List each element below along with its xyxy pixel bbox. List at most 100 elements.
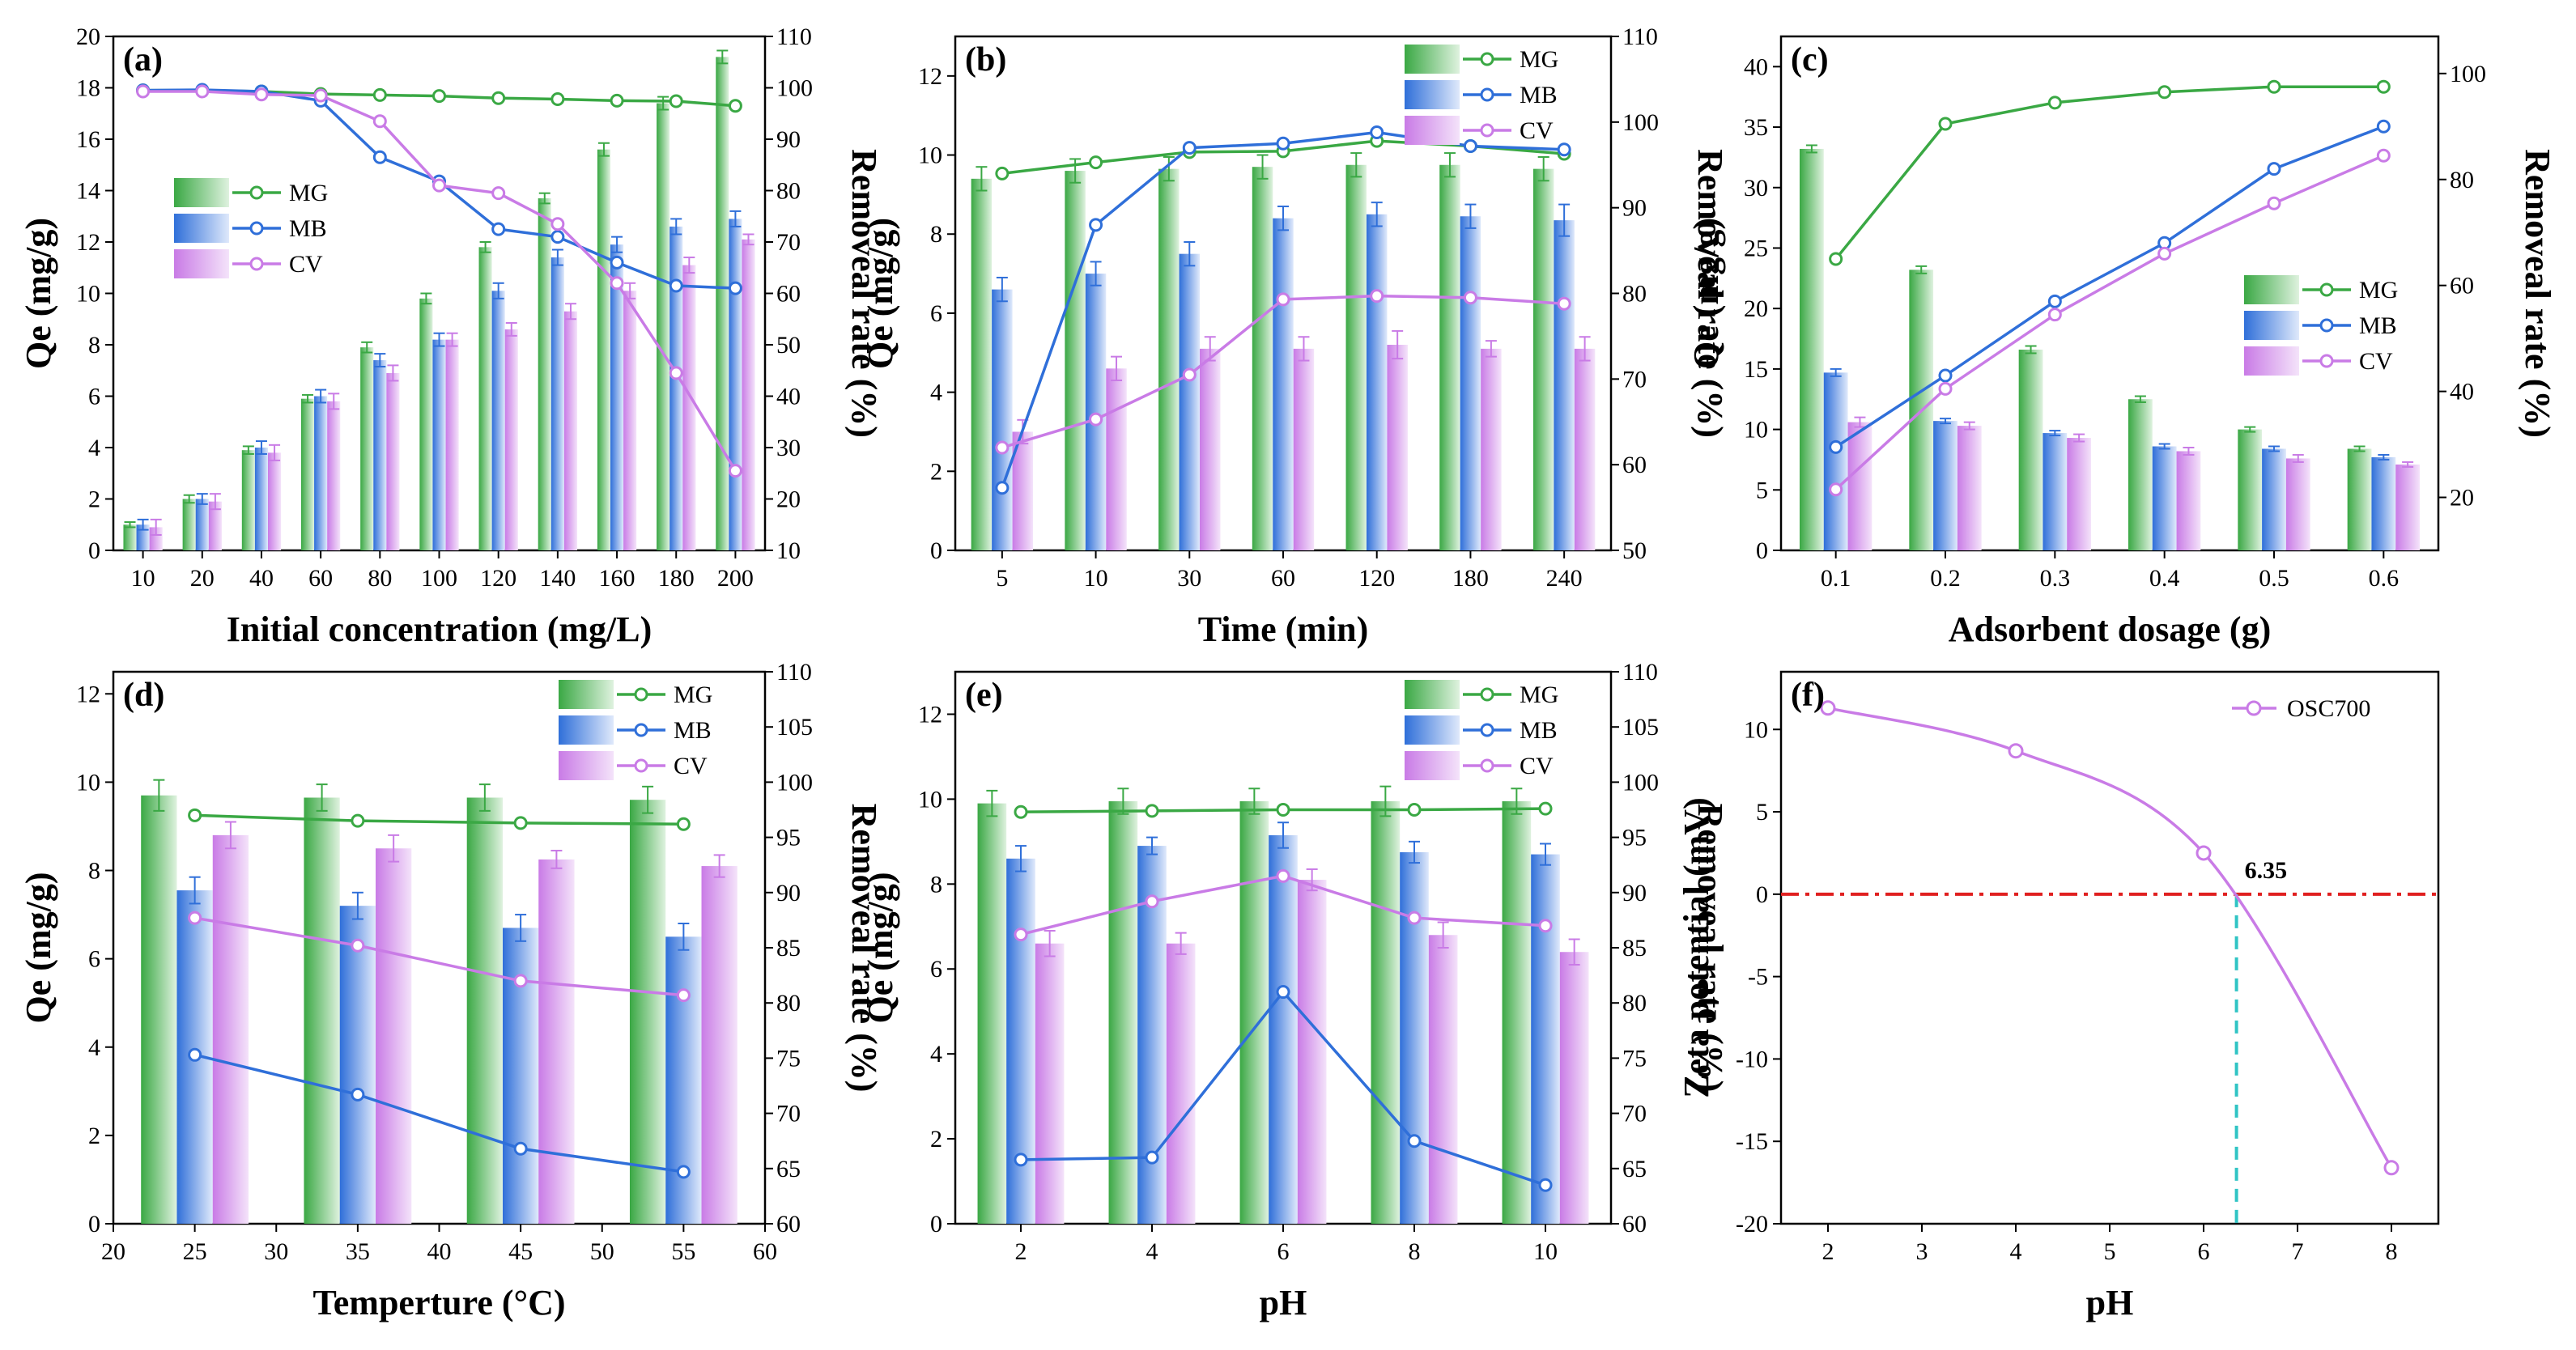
y-tick-label: 0: [930, 1211, 942, 1238]
y-tick-label: 0: [1756, 537, 1768, 564]
x-tick-label: 20: [190, 565, 215, 592]
x-tick-label: 0.6: [2369, 565, 2400, 592]
bar-CV: [1481, 348, 1502, 550]
legend-label: MB: [674, 717, 712, 744]
marker-MB: [1276, 985, 1290, 1000]
bar-MB: [1460, 216, 1481, 550]
y2-tick-label: 75: [1622, 1045, 1647, 1072]
y2-tick-label: 65: [776, 1156, 801, 1182]
legend-swatch-MG: [174, 178, 229, 207]
y2-tick-label: 110: [776, 659, 812, 686]
bar-MB: [1006, 858, 1035, 1224]
marker-MB: [1182, 141, 1197, 155]
y2-tick-label: 40: [2450, 379, 2474, 405]
marker-MG: [728, 99, 742, 113]
y-tick-label: 12: [918, 63, 942, 90]
y2-tick-label: 60: [1622, 452, 1647, 478]
y-tick-label: 40: [1744, 53, 1768, 80]
x-axis-title: pH: [1260, 1283, 1307, 1322]
legend-marker-CV: [1480, 123, 1494, 138]
marker-MG: [188, 808, 202, 822]
bar-MB: [2152, 446, 2177, 550]
marker-CV: [351, 938, 365, 953]
bar-CV: [742, 239, 755, 550]
bar-MG: [977, 803, 1007, 1224]
legend-label: MG: [674, 681, 712, 708]
legend-marker-CV: [1480, 758, 1494, 773]
bar-MB: [665, 936, 702, 1224]
panel-label: (d): [123, 677, 164, 714]
marker-MB: [1370, 125, 1384, 140]
marker-MG: [1829, 252, 1843, 266]
marker-CV: [491, 186, 506, 201]
marker-CV: [676, 988, 691, 1003]
y-axis-title: Qe (mg/g): [861, 872, 900, 1024]
bar-MB: [1366, 214, 1388, 550]
marker-CV: [1938, 381, 1953, 396]
y2-tick-label: 80: [2450, 167, 2474, 193]
y-tick-label: 2: [88, 1123, 100, 1149]
bar-MB: [136, 524, 150, 550]
marker-MB: [1938, 368, 1953, 383]
bar-CV: [682, 265, 696, 550]
bar-CV: [445, 339, 459, 550]
bar-MG: [1800, 148, 1824, 550]
line-MB: [1834, 125, 2384, 448]
y-tick-label: -20: [1736, 1211, 1768, 1238]
marker-MG: [1014, 804, 1028, 819]
bar-MB: [1269, 834, 1298, 1224]
marker-CV: [550, 217, 565, 231]
marker-CV: [254, 87, 269, 102]
x-tick-label: 30: [264, 1238, 288, 1265]
marker-MB: [1407, 1134, 1422, 1148]
marker-MG: [550, 91, 565, 106]
marker-MB: [2376, 119, 2391, 134]
legend-label: CV: [289, 251, 323, 278]
legend-marker-CV: [634, 758, 648, 773]
legend-swatch-MG: [1405, 45, 1460, 74]
y2-tick-label: 100: [2450, 61, 2486, 87]
plot-frame: [1779, 670, 2440, 1225]
y2-tick-label: 100: [776, 75, 813, 102]
legend-label: MG: [2359, 277, 2398, 304]
y-tick-label: 8: [930, 871, 942, 898]
bar-CV: [2285, 458, 2310, 550]
y2-tick-label: 70: [1622, 366, 1647, 393]
x-tick-label: 7: [2292, 1238, 2304, 1265]
y2-tick-label: 20: [776, 486, 801, 513]
y2-axis-title: Removeal rate (%): [1690, 804, 1730, 1093]
bar-MB: [2262, 448, 2286, 550]
marker-MB: [995, 481, 1010, 495]
bar-MG: [2018, 349, 2043, 550]
marker-CV: [1557, 296, 1571, 311]
x-tick-label: 120: [1358, 565, 1395, 592]
marker-CV: [2267, 196, 2281, 210]
line-CV: [1834, 154, 2385, 491]
legend-marker-MB: [1480, 87, 1494, 102]
legend-label: CV: [2359, 348, 2393, 375]
marker-CV: [1089, 412, 1103, 427]
marker-CV: [669, 366, 683, 380]
legend-marker-MG: [634, 687, 648, 702]
marker-MG: [1145, 804, 1159, 818]
bar-MB: [502, 928, 539, 1224]
marker-MB: [676, 1165, 691, 1179]
marker-MG: [491, 91, 506, 105]
y2-tick-label: 110: [776, 23, 812, 50]
y-tick-label: 2: [88, 486, 100, 513]
y-tick-label: 6: [88, 946, 100, 973]
marker-CV: [1182, 367, 1197, 382]
panel-label: (f): [1791, 677, 1825, 714]
y2-tick-label: 60: [1622, 1211, 1647, 1238]
y2-tick-label: 85: [776, 935, 801, 962]
bar-MG: [1345, 164, 1367, 550]
bar-CV: [504, 329, 518, 550]
legend-swatch-MG: [559, 680, 614, 709]
legend-marker-MG: [1480, 687, 1494, 702]
bar-CV: [623, 291, 637, 550]
legend-swatch-MB: [1405, 715, 1460, 745]
y-tick-label: 6: [88, 384, 100, 410]
bar-MB: [1085, 274, 1107, 550]
bar-MB: [339, 906, 376, 1224]
bar-MG: [597, 149, 610, 550]
